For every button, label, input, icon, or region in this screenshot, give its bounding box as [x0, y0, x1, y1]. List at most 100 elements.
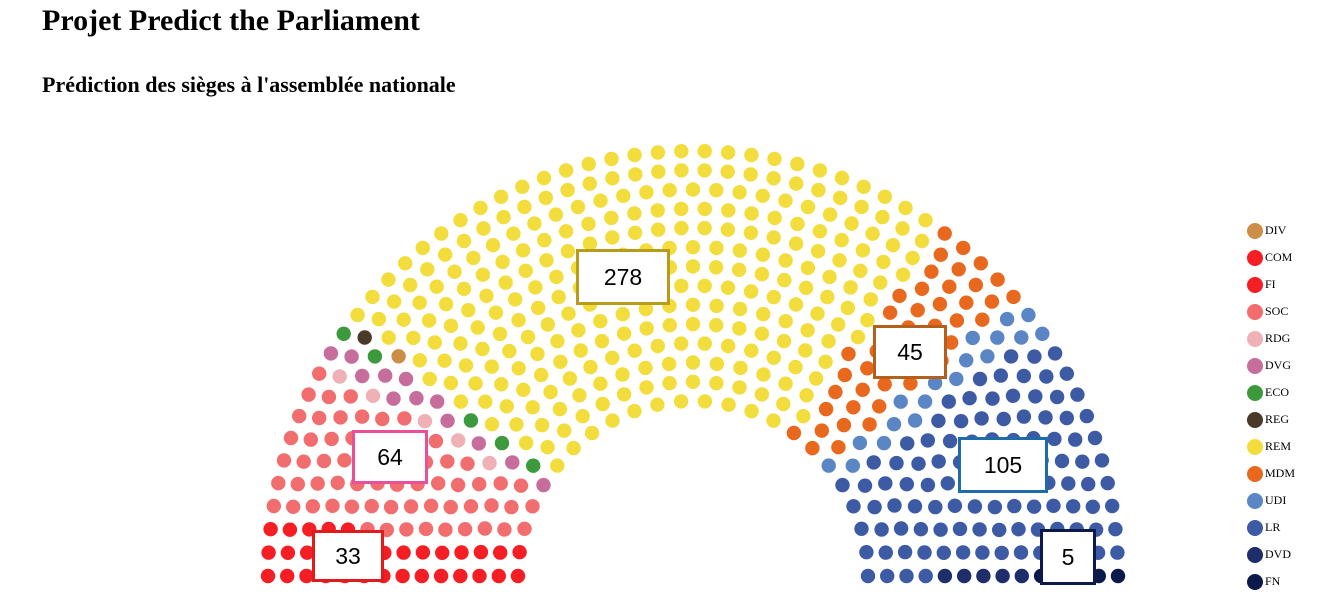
seat-soc — [431, 476, 446, 491]
legend-label: MDM — [1265, 466, 1296, 480]
seat-soc — [343, 389, 358, 404]
seat-fi — [396, 545, 411, 560]
seat-soc — [463, 499, 479, 514]
seat-rem — [403, 277, 418, 293]
seat-udi — [1035, 326, 1050, 341]
seat-rem — [468, 376, 483, 391]
seat-rem — [721, 203, 736, 218]
seat-lr — [857, 478, 873, 493]
seat-rem — [674, 144, 689, 159]
seat-rem — [808, 371, 824, 386]
seat-rem — [381, 330, 396, 345]
seat-rem — [651, 164, 666, 179]
seat-rem — [800, 260, 816, 276]
seat-lr — [996, 411, 1011, 427]
seat-rem — [822, 269, 837, 285]
seat-rem — [754, 266, 770, 282]
seat-lr — [928, 499, 943, 515]
seat-soc — [303, 432, 318, 447]
seat-rem — [766, 230, 781, 245]
legend-label: FN — [1265, 574, 1281, 588]
seat-rem — [685, 182, 701, 197]
seat-rem — [732, 301, 748, 317]
seat-lr — [987, 499, 1003, 515]
seat-lr — [1016, 368, 1031, 384]
seat-rem — [799, 388, 814, 403]
legend-label: SOC — [1265, 304, 1289, 318]
seat-count-label-soc: 64 — [352, 430, 428, 484]
seat-rem — [685, 297, 701, 312]
seat-soc — [330, 475, 345, 490]
seat-rem — [605, 230, 620, 245]
legend-item-eco: ECO — [1247, 379, 1295, 406]
seat-fi — [435, 545, 450, 560]
seat-rem — [733, 360, 748, 376]
seat-rem — [381, 272, 396, 287]
seat-lr — [1094, 453, 1110, 468]
seat-lr — [931, 413, 946, 428]
seat-rem — [834, 170, 850, 186]
seat-rem — [876, 254, 891, 270]
seat-lr — [974, 411, 989, 426]
seat-dvd — [1014, 568, 1029, 584]
seat-rem — [650, 145, 666, 160]
seat-rem — [650, 338, 665, 354]
seat-rem — [856, 179, 871, 194]
seat-lr — [994, 545, 1009, 561]
seat-dvg — [536, 477, 551, 493]
seat-rem — [406, 330, 421, 346]
seat-rem — [811, 182, 826, 198]
seat-lr — [953, 414, 969, 429]
seat-rem — [593, 193, 608, 208]
seat-reg — [357, 330, 372, 345]
seat-rem — [453, 213, 468, 228]
seat-soc — [325, 498, 340, 513]
legend-label: RDG — [1265, 331, 1291, 345]
seat-rem — [831, 317, 846, 332]
seat-rem — [511, 313, 526, 328]
seat-rem — [573, 343, 588, 358]
seat-rdg — [482, 455, 497, 471]
seat-rem — [515, 179, 530, 194]
seat-rem — [398, 256, 413, 271]
seat-mdm — [903, 376, 918, 391]
seat-rem — [639, 321, 654, 336]
seat-lr — [1049, 389, 1065, 405]
seat-mdm — [956, 240, 971, 256]
seat-rem — [509, 417, 524, 432]
seat-rem — [557, 423, 572, 438]
seat-lr — [889, 455, 904, 471]
seat-rem — [732, 185, 747, 200]
seat-rem — [744, 403, 759, 419]
seat-soc — [283, 430, 299, 446]
seat-soc — [397, 411, 412, 426]
seat-udi — [886, 417, 902, 432]
seat-fi — [415, 545, 431, 560]
legend-item-div: DIV — [1247, 217, 1295, 244]
seat-soc — [316, 453, 332, 469]
seat-lr — [866, 455, 881, 470]
seat-rem — [662, 318, 677, 333]
seat-rem — [558, 163, 574, 178]
seat-soc — [423, 498, 439, 513]
seat-rem — [798, 280, 814, 295]
seat-count-label-fn: 5 — [1040, 529, 1096, 585]
seat-rem — [473, 200, 488, 216]
seat-lr — [1016, 409, 1032, 424]
seat-udi — [852, 435, 868, 451]
seat-dvd — [995, 568, 1010, 584]
seat-lr — [993, 368, 1008, 383]
seat-rem — [885, 238, 901, 253]
seat-rem — [595, 396, 610, 412]
seat-rem — [583, 359, 598, 375]
seat-rem — [732, 380, 747, 395]
seat-rem — [466, 250, 481, 266]
seat-soc — [497, 522, 512, 537]
seat-mdm — [1006, 289, 1021, 305]
seat-rem — [605, 350, 620, 365]
seat-rem — [743, 167, 758, 182]
legend-item-com: COM — [1247, 244, 1295, 271]
seat-rem — [843, 280, 858, 295]
seat-rem — [720, 222, 735, 237]
seat-rem — [528, 280, 543, 295]
